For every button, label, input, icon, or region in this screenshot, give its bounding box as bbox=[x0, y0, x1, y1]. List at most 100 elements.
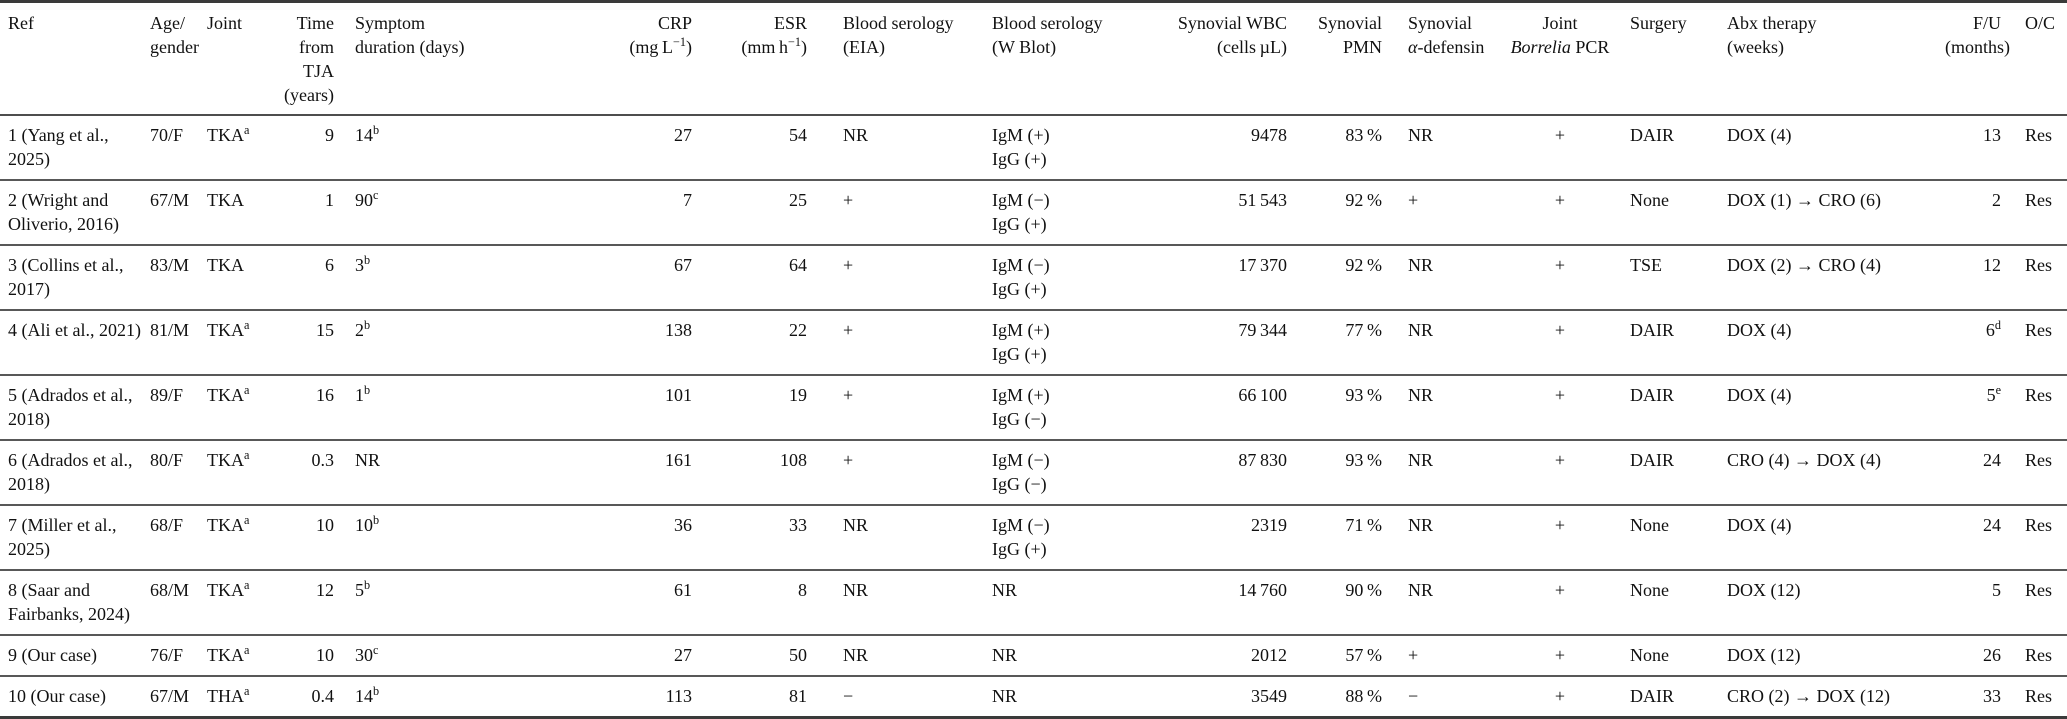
cell-synovial_pmn: 92 % bbox=[1295, 245, 1390, 311]
cell-abx_therapy: CRO (2) → DOX (12) bbox=[1727, 686, 1890, 706]
cell-crp: 101 bbox=[490, 375, 700, 441]
table-row: 8 (Saar and Fairbanks, 2024) 68/M TKAa 12 5b 6… bbox=[0, 570, 2067, 636]
col-header-time_from_tja: Time from TJA (years) bbox=[272, 1, 340, 116]
cell-abx_therapy: DOX (12) bbox=[1715, 635, 1945, 677]
col-header-joint_borrelia_pcr: Joint Borrelia PCR bbox=[1500, 1, 1620, 116]
cell-symptom_duration: 30c bbox=[340, 635, 490, 677]
cell-age_gender: 67/M bbox=[150, 180, 207, 246]
col-header-fu: F/U (months) bbox=[1945, 1, 2010, 116]
cell-abx_therapy: DOX (4) bbox=[1715, 115, 1945, 181]
table-row: 4 (Ali et al., 2021) 81/M TKAa 15 2b 138 22 + Ig… bbox=[0, 310, 2067, 376]
cell-fu: 13 bbox=[1945, 115, 2005, 181]
cell-blood_serology_eia: + bbox=[815, 375, 987, 441]
cell-crp: 36 bbox=[490, 505, 700, 571]
cell-abx_therapy: DOX (4) bbox=[1715, 310, 1945, 376]
cell-oc: Res bbox=[2005, 570, 2067, 636]
cell-surgery: DAIR bbox=[1620, 310, 1715, 376]
cell-joint: TKAa bbox=[207, 505, 272, 571]
cell-fu: 26 bbox=[1945, 635, 2005, 677]
cell-crp: 67 bbox=[490, 245, 700, 311]
cell-ref: 6 (Adrados et al., 2018) bbox=[0, 440, 150, 506]
cell-time_from_tja: 15 bbox=[272, 310, 340, 376]
cell-age_gender: 81/M bbox=[150, 310, 207, 376]
cell-time_from_tja: 12 bbox=[272, 570, 340, 636]
cell-surgery: DAIR bbox=[1630, 686, 1674, 706]
col-header-blood_serology_eia: Blood serology (EIA) bbox=[815, 1, 987, 116]
cell-joint_borrelia_pcr: + bbox=[1500, 245, 1620, 311]
cell-oc: Res bbox=[2005, 440, 2067, 506]
cell-crp: 27 bbox=[490, 635, 700, 677]
cell-blood_serology_wblot: IgM (+) IgG (−) bbox=[987, 375, 1175, 441]
table-row: 7 (Miller et al., 2025) 68/F TKAa 10 10b 36 33 N… bbox=[0, 505, 2067, 571]
cell-synovial_wbc: 9478 bbox=[1175, 115, 1295, 181]
cell-fu: 5 bbox=[1945, 570, 2005, 636]
cell-fu: 5e bbox=[1945, 375, 2005, 441]
cell-joint: THAa bbox=[207, 684, 250, 706]
cell-joint: TKAa bbox=[207, 375, 272, 441]
table-row: 1 (Yang et al., 2025) 70/F TKAa 9 14b 27 54 NR Ig… bbox=[0, 115, 2067, 181]
cell-synovial_alpha_defensin: − bbox=[1408, 686, 1419, 706]
col-header-esr: ESR (mm h−1) bbox=[700, 1, 815, 116]
cell-time_from_tja: 0.3 bbox=[272, 440, 340, 506]
col-header-synovial_alpha_defensin: Synovial α-defensin bbox=[1390, 1, 1500, 116]
cell-ref: 5 (Adrados et al., 2018) bbox=[0, 375, 150, 441]
cell-crp: 113 bbox=[665, 686, 692, 706]
cell-surgery: None bbox=[1620, 180, 1715, 246]
cell-joint: TKAa bbox=[207, 635, 272, 677]
cell-age_gender: 80/F bbox=[150, 440, 207, 506]
cell-surgery: DAIR bbox=[1620, 115, 1715, 181]
cell-surgery: DAIR bbox=[1620, 440, 1715, 506]
cell-abx_therapy: DOX (1) → CRO (6) bbox=[1715, 180, 1945, 246]
cell-blood_serology_wblot: NR bbox=[987, 635, 1175, 677]
cell-blood_serology_wblot: IgM (+) IgG (+) bbox=[987, 310, 1175, 376]
cell-time_from_tja: 0.4 bbox=[311, 686, 335, 706]
cell-synovial_wbc: 2012 bbox=[1175, 635, 1295, 677]
cell-esr: 22 bbox=[700, 310, 815, 376]
cell-abx_therapy: DOX (4) bbox=[1715, 375, 1945, 441]
cell-synovial_alpha_defensin: + bbox=[1390, 635, 1500, 677]
table-row: 2 (Wright and Oliverio, 2016) 67/M TKA 1 90c 7… bbox=[0, 180, 2067, 246]
cell-blood_serology_wblot: IgM (−) IgG (−) bbox=[987, 440, 1175, 506]
cell-time_from_tja: 6 bbox=[272, 245, 340, 311]
cell-esr: 54 bbox=[700, 115, 815, 181]
cell-blood_serology_eia: + bbox=[815, 245, 987, 311]
cell-blood_serology_eia: NR bbox=[815, 115, 987, 181]
cell-joint: TKAa bbox=[207, 570, 272, 636]
cell-joint: TKAa bbox=[207, 115, 272, 181]
cell-ref: 8 (Saar and Fairbanks, 2024) bbox=[0, 570, 150, 636]
cell-surgery: DAIR bbox=[1620, 375, 1715, 441]
cell-synovial_alpha_defensin: NR bbox=[1390, 570, 1500, 636]
cell-crp: 138 bbox=[490, 310, 700, 376]
cell-joint_borrelia_pcr: + bbox=[1500, 635, 1620, 677]
cell-joint_borrelia_pcr: + bbox=[1500, 570, 1620, 636]
cell-synovial_pmn: 93 % bbox=[1295, 375, 1390, 441]
cell-oc: Res bbox=[2005, 310, 2067, 376]
col-header-crp: CRP (mg L−1) bbox=[490, 1, 700, 116]
cell-synovial_alpha_defensin: NR bbox=[1390, 310, 1500, 376]
cell-surgery: TSE bbox=[1620, 245, 1715, 311]
cell-age_gender: 67/M bbox=[150, 686, 190, 706]
cell-surgery: None bbox=[1620, 635, 1715, 677]
cell-blood_serology_wblot: IgM (−) IgG (+) bbox=[987, 505, 1175, 571]
cell-ref: 9 (Our case) bbox=[0, 635, 150, 677]
cell-blood_serology_eia: NR bbox=[815, 635, 987, 677]
cell-oc: Res bbox=[2005, 635, 2067, 677]
cell-blood_serology_eia: − bbox=[843, 686, 854, 706]
cell-symptom_duration: 5b bbox=[340, 570, 490, 636]
cell-oc: Res bbox=[2005, 375, 2067, 441]
table-row: 6 (Adrados et al., 2018) 80/F TKAa 0.3 NR 161 1… bbox=[0, 440, 2067, 506]
cell-esr: 33 bbox=[700, 505, 815, 571]
cell-oc: Res bbox=[2025, 686, 2052, 706]
cell-ref: 4 (Ali et al., 2021) bbox=[0, 310, 150, 376]
cell-blood_serology_eia: NR bbox=[815, 505, 987, 571]
cell-oc: Res bbox=[2005, 115, 2067, 181]
cell-age_gender: 68/M bbox=[150, 570, 207, 636]
cell-ref: 2 (Wright and Oliverio, 2016) bbox=[0, 180, 150, 246]
cell-symptom_duration: 90c bbox=[340, 180, 490, 246]
cell-blood_serology_wblot: NR bbox=[992, 686, 1018, 706]
cell-ref: 7 (Miller et al., 2025) bbox=[0, 505, 150, 571]
cell-time_from_tja: 16 bbox=[272, 375, 340, 441]
cell-age_gender: 68/F bbox=[150, 505, 207, 571]
cell-ref: 3 (Collins et al., 2017) bbox=[0, 245, 150, 311]
